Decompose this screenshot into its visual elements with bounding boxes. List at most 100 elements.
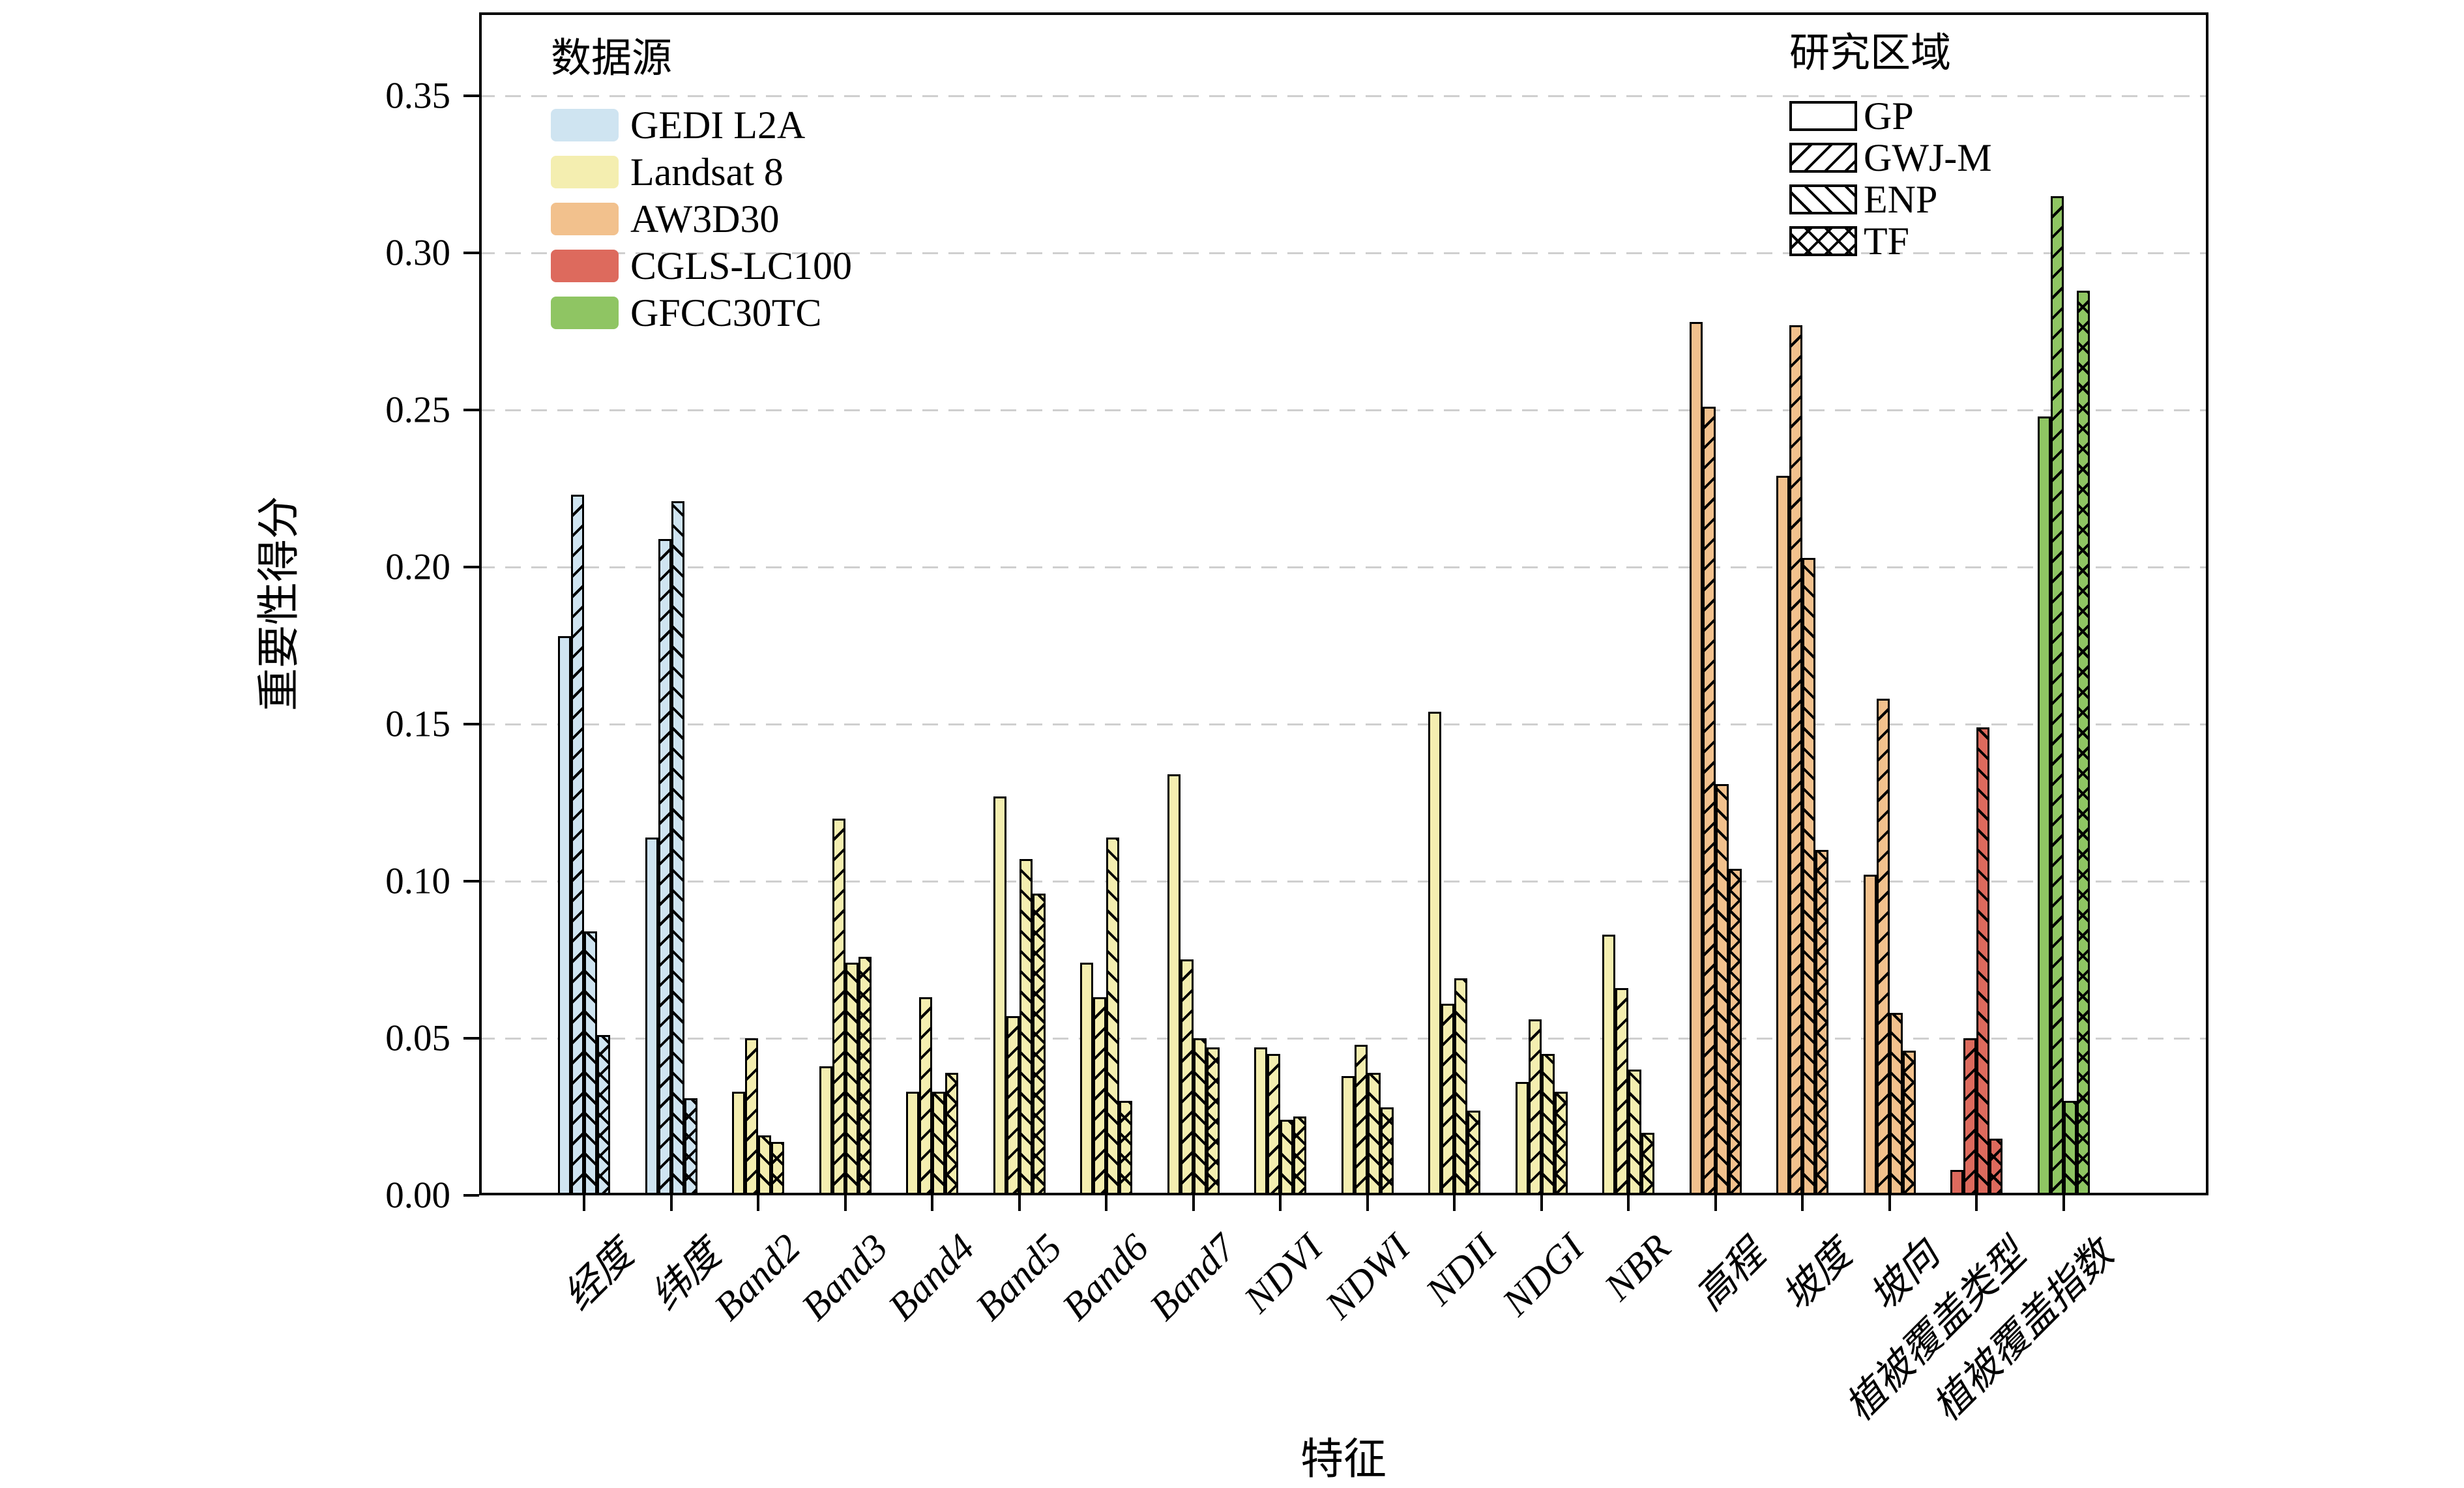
- legend-label-GP: GP: [1864, 95, 1914, 138]
- legend-item-GFCC30TC: GFCC30TC: [551, 291, 852, 334]
- bar-NDII-ENP: [1454, 978, 1467, 1195]
- legend-label-GWJ-M: GWJ-M: [1864, 136, 1992, 179]
- y-tick-label-0.30: 0.30: [385, 232, 450, 274]
- bar-经度-GP: [558, 636, 571, 1195]
- x-tick-植被覆盖指数: [2062, 1195, 2065, 1211]
- x-tick-Band7: [1192, 1195, 1195, 1211]
- bar-NBR-GWJ-M: [1615, 988, 1628, 1195]
- bar-高程-TF: [1729, 869, 1742, 1195]
- x-tick-label-Band6: Band6: [1053, 1225, 1157, 1329]
- y-tick-label-0.10: 0.10: [385, 860, 450, 902]
- bar-NDII-TF: [1467, 1111, 1480, 1195]
- bar-Band7-ENP: [1194, 1038, 1207, 1195]
- x-tick-label-NDWI: NDWI: [1316, 1225, 1418, 1327]
- x-tick-Band5: [1018, 1195, 1021, 1211]
- legend-label-GFCC30TC: GFCC30TC: [630, 291, 822, 334]
- bar-植被覆盖类型-ENP: [1976, 727, 1989, 1195]
- x-tick-坡向: [1888, 1195, 1891, 1211]
- gridline-0.10: [479, 881, 2208, 883]
- color-swatch-CGLS-LC100: [551, 250, 619, 282]
- y-tick-label-0.00: 0.00: [385, 1174, 450, 1216]
- bar-NDGI-GWJ-M: [1529, 1019, 1542, 1195]
- x-tick-NDWI: [1366, 1195, 1369, 1211]
- bar-Band4-ENP: [932, 1092, 945, 1195]
- x-tick-label-坡度: 坡度: [1774, 1233, 1860, 1319]
- bar-Band5-GP: [993, 796, 1006, 1195]
- bar-Band4-GWJ-M: [919, 997, 932, 1195]
- bar-NDGI-TF: [1555, 1092, 1568, 1195]
- legend-study-region: 研究区域 GP GWJ-M ENP TF: [1789, 20, 1992, 261]
- legend-label-GEDI L2A: GEDI L2A: [630, 104, 806, 147]
- bar-植被覆盖指数-TF: [2077, 291, 2090, 1195]
- y-tick-label-0.05: 0.05: [385, 1017, 450, 1059]
- legend-item-ENP: ENP: [1789, 180, 1992, 219]
- bar-Band4-GP: [906, 1092, 919, 1195]
- bar-纬度-TF: [684, 1098, 697, 1195]
- bar-Band5-GWJ-M: [1006, 1016, 1019, 1195]
- bar-坡度-GP: [1776, 476, 1789, 1195]
- legend-item-Landsat 8: Landsat 8: [551, 153, 852, 192]
- hatch-swatch-TF: [1789, 226, 1857, 256]
- y-tick-0.05: [463, 1037, 479, 1040]
- x-tick-Band3: [843, 1195, 847, 1211]
- y-tick-label-0.35: 0.35: [385, 75, 450, 117]
- legend-label-TF: TF: [1864, 220, 1910, 263]
- bar-经度-GWJ-M: [571, 495, 584, 1195]
- bar-Band3-GWJ-M: [832, 819, 845, 1195]
- bar-高程-GP: [1690, 322, 1703, 1195]
- bar-高程-GWJ-M: [1703, 407, 1716, 1195]
- color-swatch-Landsat 8: [551, 156, 619, 188]
- legend-label-ENP: ENP: [1864, 178, 1938, 221]
- x-tick-坡度: [1801, 1195, 1804, 1211]
- bar-Band3-TF: [858, 957, 872, 1195]
- x-tick-经度: [583, 1195, 585, 1211]
- x-tick-label-Band4: Band4: [879, 1225, 983, 1329]
- bar-坡向-GP: [1864, 875, 1877, 1195]
- bar-纬度-GP: [645, 838, 658, 1195]
- legend-label-CGLS-LC100: CGLS-LC100: [630, 244, 853, 287]
- x-tick-label-经度: 经度: [555, 1233, 641, 1319]
- gridline-0.30: [479, 252, 2208, 254]
- y-tick-0.25: [463, 409, 479, 411]
- bar-NDVI-GWJ-M: [1267, 1054, 1280, 1195]
- legend-data-source: 数据源 GEDI L2A Landsat 8 AW3D30 CGLS-LC100 GFC…: [551, 25, 853, 334]
- bar-坡度-ENP: [1802, 558, 1815, 1195]
- hatch-swatch-ENP: [1789, 184, 1857, 214]
- bar-植被覆盖指数-GWJ-M: [2051, 196, 2064, 1195]
- bar-Band2-TF: [771, 1142, 784, 1195]
- bar-NDWI-GWJ-M: [1355, 1045, 1368, 1195]
- y-tick-label-0.25: 0.25: [385, 389, 450, 431]
- y-tick-0.15: [463, 723, 479, 725]
- bar-NDWI-TF: [1381, 1107, 1394, 1195]
- x-tick-label-NBR: NBR: [1596, 1225, 1679, 1309]
- bar-Band4-TF: [945, 1073, 958, 1195]
- y-axis-title: 重要性得分: [256, 496, 303, 711]
- x-tick-label-Band3: Band3: [793, 1225, 896, 1329]
- y-tick-0.20: [463, 566, 479, 568]
- bar-NDII-GWJ-M: [1441, 1004, 1454, 1195]
- x-tick-label-高程: 高程: [1686, 1233, 1773, 1319]
- bar-NBR-ENP: [1628, 1070, 1641, 1195]
- x-tick-label-Band2: Band2: [705, 1225, 809, 1329]
- hatch-swatch-GWJ-M: [1789, 143, 1857, 173]
- bar-NDVI-TF: [1293, 1116, 1306, 1195]
- legend-study-region-title: 研究区域: [1789, 31, 1952, 76]
- bar-高程-ENP: [1716, 784, 1729, 1195]
- gridline-0.05: [479, 1038, 2208, 1040]
- legend-item-GEDI L2A: GEDI L2A: [551, 104, 852, 147]
- x-axis-title: 特征: [1300, 1436, 1386, 1483]
- bar-Band3-GP: [819, 1066, 832, 1195]
- bar-Band6-TF: [1119, 1101, 1132, 1195]
- bar-植被覆盖类型-GP: [1950, 1170, 1963, 1195]
- x-tick-NDGI: [1540, 1195, 1543, 1211]
- bar-Band3-ENP: [845, 963, 858, 1195]
- legend-item-AW3D30: AW3D30: [551, 199, 852, 239]
- bar-Band2-ENP: [758, 1135, 771, 1195]
- bar-坡度-GWJ-M: [1789, 325, 1802, 1195]
- bar-NDWI-ENP: [1368, 1073, 1381, 1195]
- bar-坡度-TF: [1815, 850, 1828, 1195]
- bar-坡向-GWJ-M: [1877, 699, 1890, 1195]
- bar-坡向-TF: [1903, 1051, 1916, 1195]
- bar-NDII-GP: [1428, 712, 1441, 1195]
